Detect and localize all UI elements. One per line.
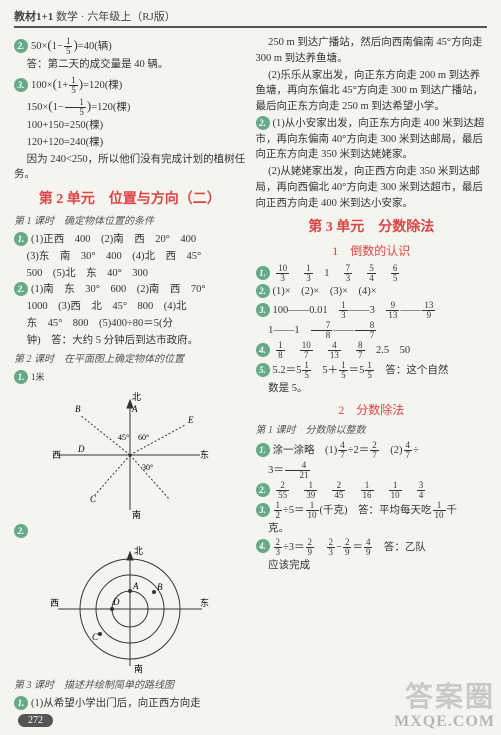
unit2-title: 第 2 单元 位置与方向（二） bbox=[14, 189, 246, 210]
angle-30: 30° bbox=[142, 463, 153, 472]
qnum-2: 2. bbox=[14, 39, 28, 53]
pt-A: A bbox=[131, 404, 138, 414]
u2q1-a: (1)正西 400 (2)南 西 20° 400 bbox=[31, 234, 196, 245]
unit3-title: 第 3 单元 分数除法 bbox=[256, 217, 488, 238]
compass-diagram-2: 北 南 东 西 A B C D bbox=[50, 544, 210, 674]
u3q1-num: 1. bbox=[256, 266, 270, 280]
q3-l5: 因为 240<250，所以他们没有完成计划的植树任务。 bbox=[14, 152, 246, 184]
label-south: 南 bbox=[132, 509, 141, 520]
u2q1-c: 500 (5)北 东 40° 300 bbox=[14, 266, 246, 282]
u2l3q1-text: (1)从希望小学出门后，向正西方向走 bbox=[31, 698, 201, 709]
right-column: 250 m 到达广播站，然后向西南偏南 45°方向走 300 m 到达养鱼塘。 … bbox=[256, 34, 488, 713]
u2q2-d: 钟) 答：大约 5 分钟后到达市政府。 bbox=[14, 333, 246, 349]
u3q4-num: 4. bbox=[256, 343, 270, 357]
q2-answer: 答：第二天的成交量是 40 辆。 bbox=[14, 57, 246, 73]
lesson2-title: 第 2 课时 在平面图上确定物体的位置 bbox=[14, 352, 246, 367]
q3-l4: 120+120=240(棵) bbox=[14, 135, 246, 151]
d2-north: 北 bbox=[134, 546, 143, 556]
u3q3-num: 3. bbox=[256, 303, 270, 317]
d2-west: 西 bbox=[50, 598, 59, 608]
d2q: 2. bbox=[14, 524, 28, 538]
r-q2b: (2)从姥姥家出发，向正西方向走 350 米到达邮局，再向西偏北 40°方向走 … bbox=[256, 164, 488, 211]
angle-45: 45° bbox=[118, 433, 129, 442]
r-q2num: 2. bbox=[256, 116, 270, 130]
d2-A: A bbox=[132, 581, 139, 591]
angle-60: 60° bbox=[138, 433, 149, 442]
r-q2a: (1)从小安家出发，向正东方向走 400 米到达超市，再向东偏南 40°方向走 … bbox=[256, 118, 485, 161]
u3q5-num: 5. bbox=[256, 363, 270, 377]
u3q2-text: (1)× (2)× (3)× (4)× bbox=[273, 286, 377, 297]
label-east: 东 bbox=[200, 449, 209, 460]
qnum-3: 3. bbox=[14, 78, 28, 92]
lesson1-title: 第 1 课时 确定物体位置的条件 bbox=[14, 214, 246, 229]
pt-D: D bbox=[77, 444, 85, 454]
d1q: 1. bbox=[14, 370, 28, 384]
u2q2-c: 东 45° 800 (5)400÷80＝5(分 bbox=[14, 316, 246, 332]
page-number: 272 bbox=[18, 714, 53, 727]
scale-label: 1米 bbox=[31, 372, 45, 382]
page-header: 教材1+1 数学 · 六年级上（RJ版） bbox=[14, 8, 487, 28]
pt-E: E bbox=[187, 415, 194, 425]
subject: 数学 · 六年级上（RJ版） bbox=[56, 11, 176, 23]
d2-east: 东 bbox=[200, 597, 209, 608]
s2q3-num: 3. bbox=[256, 503, 270, 517]
lesson1b-title: 第 1 课时 分数除以整数 bbox=[256, 423, 488, 438]
lesson3-title: 第 3 课时 描述并绘制简单的路线图 bbox=[14, 678, 246, 693]
label-north: 北 bbox=[132, 392, 141, 402]
u2l3q1-num: 1. bbox=[14, 696, 28, 710]
s2q2-num: 2. bbox=[256, 483, 270, 497]
two-column-layout: 2.50×(1−15)=40(辆) 答：第二天的成交量是 40 辆。 3.100… bbox=[14, 34, 487, 713]
label-west: 西 bbox=[52, 450, 61, 460]
r-cont1: 250 m 到达广播站，然后向西南偏南 45°方向走 300 m 到达养鱼塘。 bbox=[256, 35, 488, 67]
pt-B: B bbox=[75, 404, 81, 414]
u2q2-num: 2. bbox=[14, 282, 28, 296]
q3-l3: 100+150=250(棵) bbox=[14, 118, 246, 134]
d2-south: 南 bbox=[134, 663, 143, 674]
d2-D: D bbox=[112, 597, 120, 607]
u2q2-a: (1)南 东 30° 600 (2)南 西 70° bbox=[31, 284, 206, 295]
sub2-title: 2 分数除法 bbox=[256, 401, 488, 419]
u2q1-b: (3)东 南 30° 400 (4)北 西 45° bbox=[14, 249, 246, 265]
left-column: 2.50×(1−15)=40(辆) 答：第二天的成交量是 40 辆。 3.100… bbox=[14, 34, 246, 713]
sub1-title: 1 倒数的认识 bbox=[256, 242, 488, 260]
u3q2-num: 2. bbox=[256, 284, 270, 298]
d2-B: B bbox=[157, 582, 163, 592]
u2q2-b: 1000 (3)西 北 45° 800 (4)北 bbox=[14, 299, 246, 315]
s2q1-num: 1. bbox=[256, 443, 270, 457]
brand: 教材1+1 bbox=[14, 8, 53, 24]
compass-diagram-1: 北 南 东 西 45° 60° 30° A B C D E bbox=[50, 390, 210, 520]
s2q4-num: 4. bbox=[256, 539, 270, 553]
r-cont2: (2)乐乐从家出发，向正东方向走 200 m 到达养鱼塘，再向东偏北 45°方向… bbox=[256, 68, 488, 115]
pt-C: C bbox=[90, 494, 97, 504]
u2q1-num: 1. bbox=[14, 232, 28, 246]
d2-C: C bbox=[92, 632, 99, 642]
